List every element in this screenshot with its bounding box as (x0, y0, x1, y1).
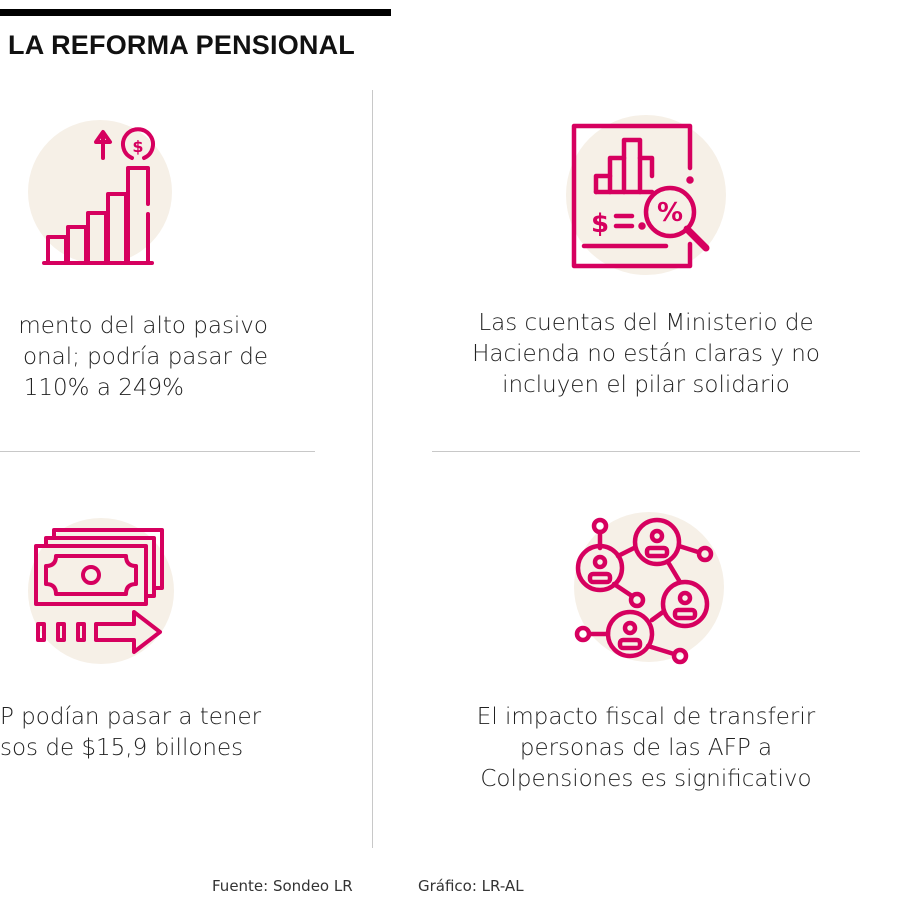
panel-caption: P podían pasar a tener sos de $15,9 bill… (0, 702, 261, 764)
caption-line: El impacto fiscal de transferir (476, 704, 816, 730)
horizontal-divider-right (432, 451, 860, 452)
panel-caption: mento del alto pasivo onal; podría pasar… (18, 311, 268, 404)
caption-line: incluyen el pilar solidario (502, 372, 790, 398)
caption-line: 110% a 249% (23, 375, 184, 401)
caption-line: Colpensiones es significativo (480, 766, 812, 792)
people-network-icon (574, 517, 714, 665)
graphic-credit: Gráfico: LR-AL (418, 877, 524, 895)
financial-report-magnifier-percent-icon: % $ (571, 123, 710, 269)
money-transfer-arrow-icon (34, 528, 164, 654)
page-title: LA REFORMA PENSIONAL (8, 30, 355, 60)
caption-line: Hacienda no están claras y no (472, 341, 820, 367)
icon-background-circle (566, 115, 726, 275)
caption-line: onal; podría pasar de (22, 344, 268, 370)
caption-line: Las cuentas del Ministerio de (478, 310, 814, 336)
svg-text:$: $ (591, 209, 609, 239)
source-credit: Fuente: Sondeo LR (212, 877, 353, 895)
caption-line: sos de $15,9 billones (0, 735, 244, 761)
panel-caption: El impacto fiscal de transferir personas… (432, 702, 860, 795)
panel-caption: Las cuentas del Ministerio de Hacienda n… (432, 308, 860, 401)
caption-line: mento del alto pasivo (18, 313, 268, 339)
rising-bar-chart-dollar-icon: $ (42, 127, 155, 265)
svg-text:$: $ (132, 137, 143, 156)
svg-text:%: % (657, 198, 683, 228)
vertical-divider (372, 90, 373, 848)
horizontal-divider-left (0, 451, 315, 452)
caption-line: personas de las AFP a (519, 735, 773, 761)
top-rule (0, 9, 391, 16)
caption-line: P podían pasar a tener (0, 704, 262, 730)
